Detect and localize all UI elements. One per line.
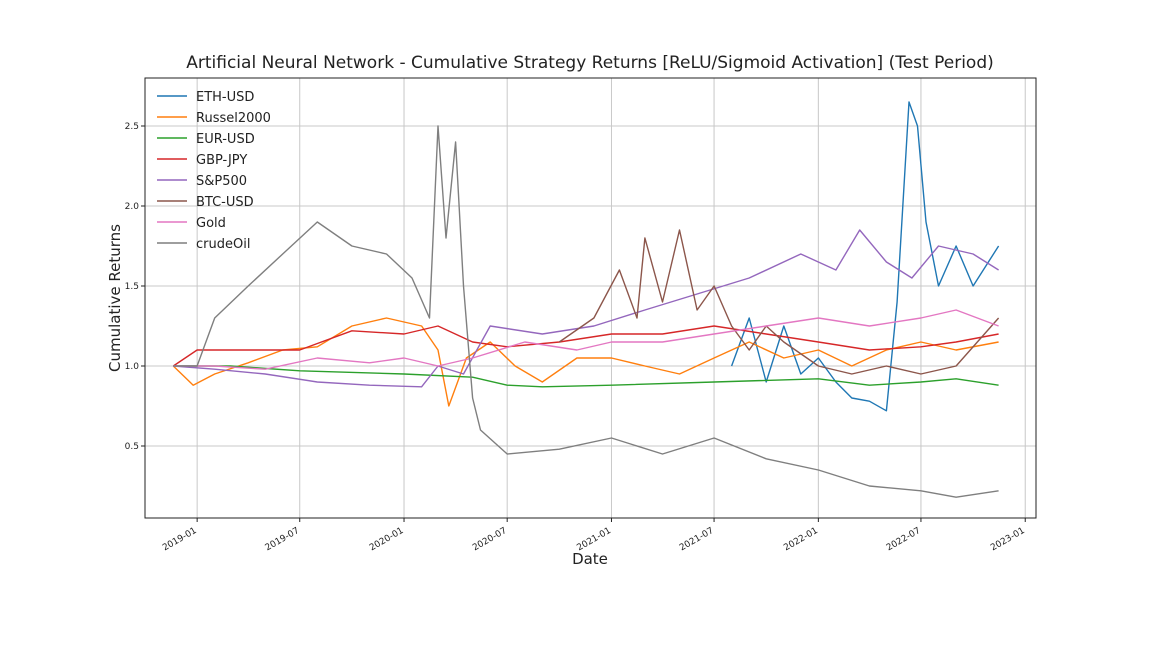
legend: ETH-USD Russel2000 EUR-USD GBP-JPY S&P500 BTC… [157, 90, 271, 252]
x-tick-label: 2022-01 [782, 526, 820, 553]
x-tick-label: 2021-07 [678, 526, 716, 553]
y-tick-label: 0.5 [125, 442, 139, 452]
chart-title: Artificial Neural Network - Cumulative S… [186, 53, 994, 73]
x-tick-label: 2019-07 [264, 526, 302, 553]
series-line-crudeoil [173, 125, 999, 498]
y-tick-label: 1.0 [125, 362, 140, 372]
series-line-eur-usd [173, 365, 999, 388]
x-tick-label: 2019-01 [161, 526, 199, 553]
legend-label-crudeoil: crudeOil [196, 237, 250, 252]
y-tick-label: 1.5 [125, 282, 139, 292]
x-tick-label: 2020-07 [471, 526, 509, 553]
plot-area [145, 78, 1036, 518]
legend-label-eth-usd: ETH-USD [196, 90, 254, 105]
y-axis-ticks: 0.5 1.0 1.5 2.0 2.5 [125, 122, 145, 452]
x-axis-ticks: 2019-01 2019-07 2020-01 2020-07 2021-01 2021-… [161, 518, 1027, 553]
series-line-eth-usd [730, 101, 1000, 412]
y-axis-label: Cumulative Returns [106, 224, 124, 372]
legend-label-btc-usd: BTC-USD [196, 195, 254, 210]
legend-label-s-p500: S&P500 [196, 174, 247, 189]
series-line-btc-usd [558, 229, 1000, 375]
grid-lines [145, 78, 1036, 518]
x-axis-label: Date [572, 550, 608, 568]
x-tick-label: 2022-07 [885, 526, 923, 553]
series-lines [172, 101, 1000, 498]
x-tick-label: 2020-01 [368, 526, 406, 553]
legend-label-gbp-jpy: GBP-JPY [196, 153, 247, 168]
series-line-russel2000 [172, 317, 999, 407]
legend-label-eur-usd: EUR-USD [196, 132, 255, 147]
legend-label-russel2000: Russel2000 [196, 111, 271, 126]
series-line-gold [173, 309, 999, 370]
x-tick-label: 2023-01 [989, 526, 1027, 553]
series-line-s-p500 [173, 229, 999, 388]
plot-frame [144, 77, 1037, 519]
y-tick-label: 2.0 [125, 202, 140, 212]
legend-label-gold: Gold [196, 216, 226, 231]
y-tick-label: 2.5 [125, 122, 139, 132]
